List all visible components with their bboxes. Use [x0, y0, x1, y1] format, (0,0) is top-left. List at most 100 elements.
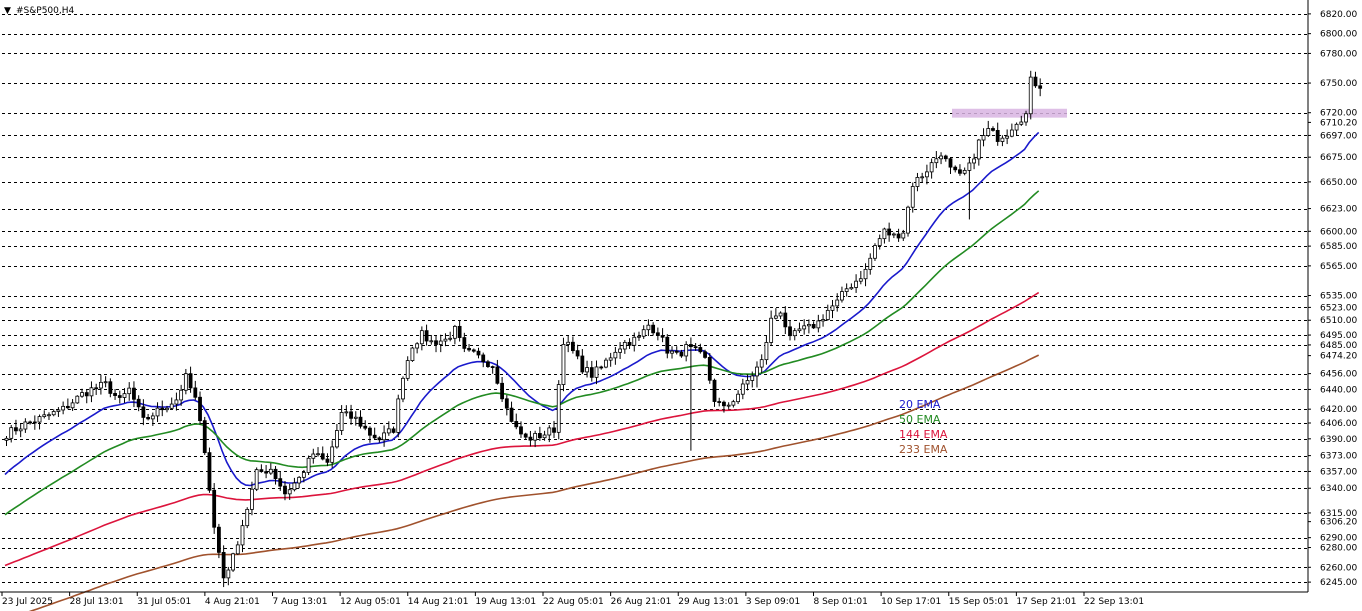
- candle: [858, 270, 863, 285]
- candle: [523, 432, 528, 440]
- chart-title-group: ▼ #S&P500,H4: [4, 6, 75, 16]
- candle: [202, 416, 207, 455]
- candle: [108, 378, 113, 398]
- candle: [42, 410, 47, 419]
- candle: [75, 395, 80, 404]
- price-axis[interactable]: 6820.00 6800.00 6780.00 6750.00 6720.006710.…: [0, 0, 1357, 593]
- candle: [920, 172, 925, 183]
- candle: [929, 158, 934, 179]
- candle: [740, 378, 745, 400]
- candle: [660, 328, 665, 343]
- candle: [188, 366, 193, 393]
- candle: [514, 413, 519, 430]
- candle: [212, 483, 217, 534]
- price-tick-label: 6474.20: [1320, 352, 1357, 362]
- candle: [1005, 129, 1010, 145]
- candle: [221, 545, 226, 588]
- candle: [311, 448, 316, 464]
- candle: [1028, 70, 1033, 120]
- candle: [962, 167, 967, 176]
- candle: [283, 481, 287, 501]
- candle: [712, 378, 717, 407]
- candle: [1019, 115, 1024, 126]
- candle: [646, 319, 651, 337]
- candle: [438, 334, 443, 353]
- price-tick-label: 6373.00: [1320, 452, 1357, 462]
- candle: [703, 349, 707, 359]
- candle: [726, 402, 731, 409]
- 233-ema-line: [28, 354, 1040, 611]
- time-tick-label: 26 Aug 21:01: [611, 597, 672, 607]
- candle: [325, 453, 330, 467]
- candle: [136, 395, 141, 412]
- candle: [486, 359, 490, 368]
- price-tick-label: 6340.00: [1320, 484, 1357, 494]
- triangle-down-icon[interactable]: ▼: [4, 6, 11, 16]
- time-tick-label: 14 Aug 21:01: [408, 597, 469, 607]
- resistance-zone: [952, 108, 1067, 118]
- candle: [674, 346, 679, 355]
- candle: [995, 122, 1000, 146]
- candle: [250, 481, 254, 516]
- candle: [835, 293, 840, 312]
- candle: [51, 409, 56, 417]
- price-tick-label: 6510.00: [1320, 316, 1357, 326]
- price-tick-label: 6697.00: [1320, 131, 1357, 141]
- candle: [61, 401, 66, 415]
- candle: [802, 319, 807, 335]
- candle: [589, 360, 594, 382]
- candle: [495, 359, 500, 385]
- ema-legend-label: 50 EMA: [899, 413, 941, 426]
- candle: [132, 381, 136, 408]
- candle: [896, 228, 901, 242]
- candle: [585, 360, 589, 378]
- candle: [792, 328, 797, 341]
- candle: [552, 420, 556, 439]
- candle: [821, 314, 825, 327]
- candle: [490, 365, 495, 374]
- candle: [599, 365, 604, 370]
- candle: [500, 376, 505, 402]
- candle: [943, 154, 948, 162]
- candle: [89, 381, 94, 403]
- candle: [547, 425, 552, 443]
- candle: [849, 283, 854, 290]
- candle: [32, 415, 37, 430]
- candle: [14, 419, 18, 435]
- candle: [301, 469, 306, 483]
- candle: [972, 153, 976, 170]
- time-axis[interactable]: 23 Jul 2025 28 Jul 13:01 31 Jul 05:01 4 Aug…: [1, 592, 1144, 607]
- candle: [783, 306, 788, 335]
- candle: [731, 399, 736, 408]
- price-tick-label: 6306.20: [1320, 518, 1357, 528]
- price-tick-label: 6750.00: [1320, 79, 1357, 89]
- price-tick-label: 6820.00: [1320, 10, 1357, 20]
- candle: [670, 346, 674, 359]
- candle: [467, 343, 471, 352]
- candle: [901, 229, 906, 241]
- candle: [146, 413, 151, 421]
- candle: [18, 423, 23, 438]
- candle: [462, 332, 467, 353]
- candle: [306, 455, 311, 476]
- candle: [141, 399, 146, 426]
- candle: [533, 430, 538, 448]
- candle: [1014, 122, 1019, 136]
- candle: [717, 397, 722, 407]
- resistance-zone-rect: [952, 108, 1067, 118]
- candle: [618, 342, 622, 359]
- candle: [127, 382, 132, 401]
- candle: [759, 354, 764, 374]
- candle: [816, 314, 821, 333]
- candle: [183, 368, 188, 395]
- candle: [854, 274, 858, 293]
- candle: [613, 347, 618, 365]
- price-tick-label: 6600.00: [1320, 227, 1357, 237]
- candle: [689, 337, 693, 451]
- candle: [396, 394, 401, 438]
- candle: [231, 552, 235, 572]
- candle: [1038, 78, 1043, 97]
- price-tick-label: 6357.00: [1320, 467, 1357, 477]
